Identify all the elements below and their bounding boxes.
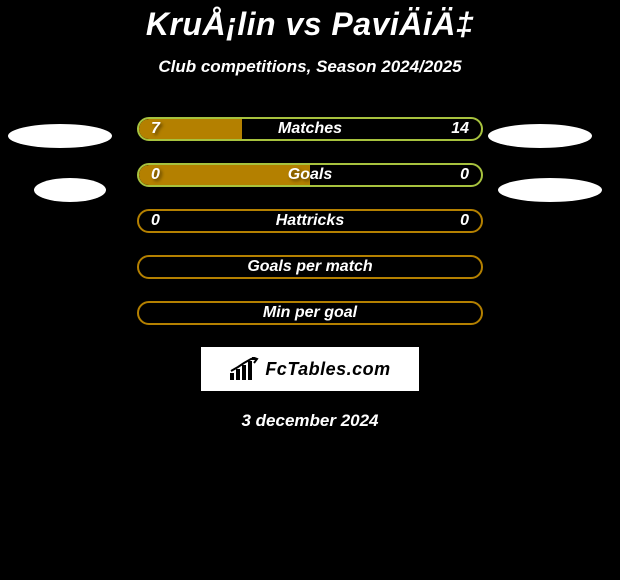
- stats-container: 7 Matches 14 0 Goals 0 0 Hattricks 0 Goals per ma…: [0, 117, 620, 325]
- stat-left-value: 0: [151, 212, 160, 230]
- root: KruÅ¡lin vs PaviÄiÄ‡ Club competitions, …: [0, 0, 620, 580]
- player-photo-placeholder: [8, 124, 112, 148]
- stat-row: 0 Goals 0: [137, 163, 483, 187]
- stat-row: Goals per match: [137, 255, 483, 279]
- date-text: 3 december 2024: [0, 411, 620, 431]
- stat-label: Matches: [278, 120, 342, 138]
- stat-left-value: 0: [151, 166, 160, 184]
- stat-right-value: 0: [460, 212, 469, 230]
- stat-label: Min per goal: [263, 304, 357, 322]
- stat-right-value: 0: [460, 166, 469, 184]
- stat-fill: [139, 165, 310, 185]
- subtitle: Club competitions, Season 2024/2025: [0, 57, 620, 77]
- page-title: KruÅ¡lin vs PaviÄiÄ‡: [0, 0, 620, 43]
- player-photo-placeholder: [34, 178, 106, 202]
- stat-row: Min per goal: [137, 301, 483, 325]
- stat-label: Hattricks: [276, 212, 344, 230]
- player-photo-placeholder: [488, 124, 592, 148]
- stat-row: 0 Hattricks 0: [137, 209, 483, 233]
- stat-left-value: 7: [151, 120, 160, 138]
- logo-bars-icon: [229, 357, 259, 381]
- stat-row: 7 Matches 14: [137, 117, 483, 141]
- logo-text: FcTables.com: [265, 359, 390, 380]
- stat-label: Goals per match: [247, 258, 372, 276]
- logo-box: FcTables.com: [201, 347, 419, 391]
- stat-right-value: 14: [451, 120, 469, 138]
- player-photo-placeholder: [498, 178, 602, 202]
- stat-label: Goals: [288, 166, 332, 184]
